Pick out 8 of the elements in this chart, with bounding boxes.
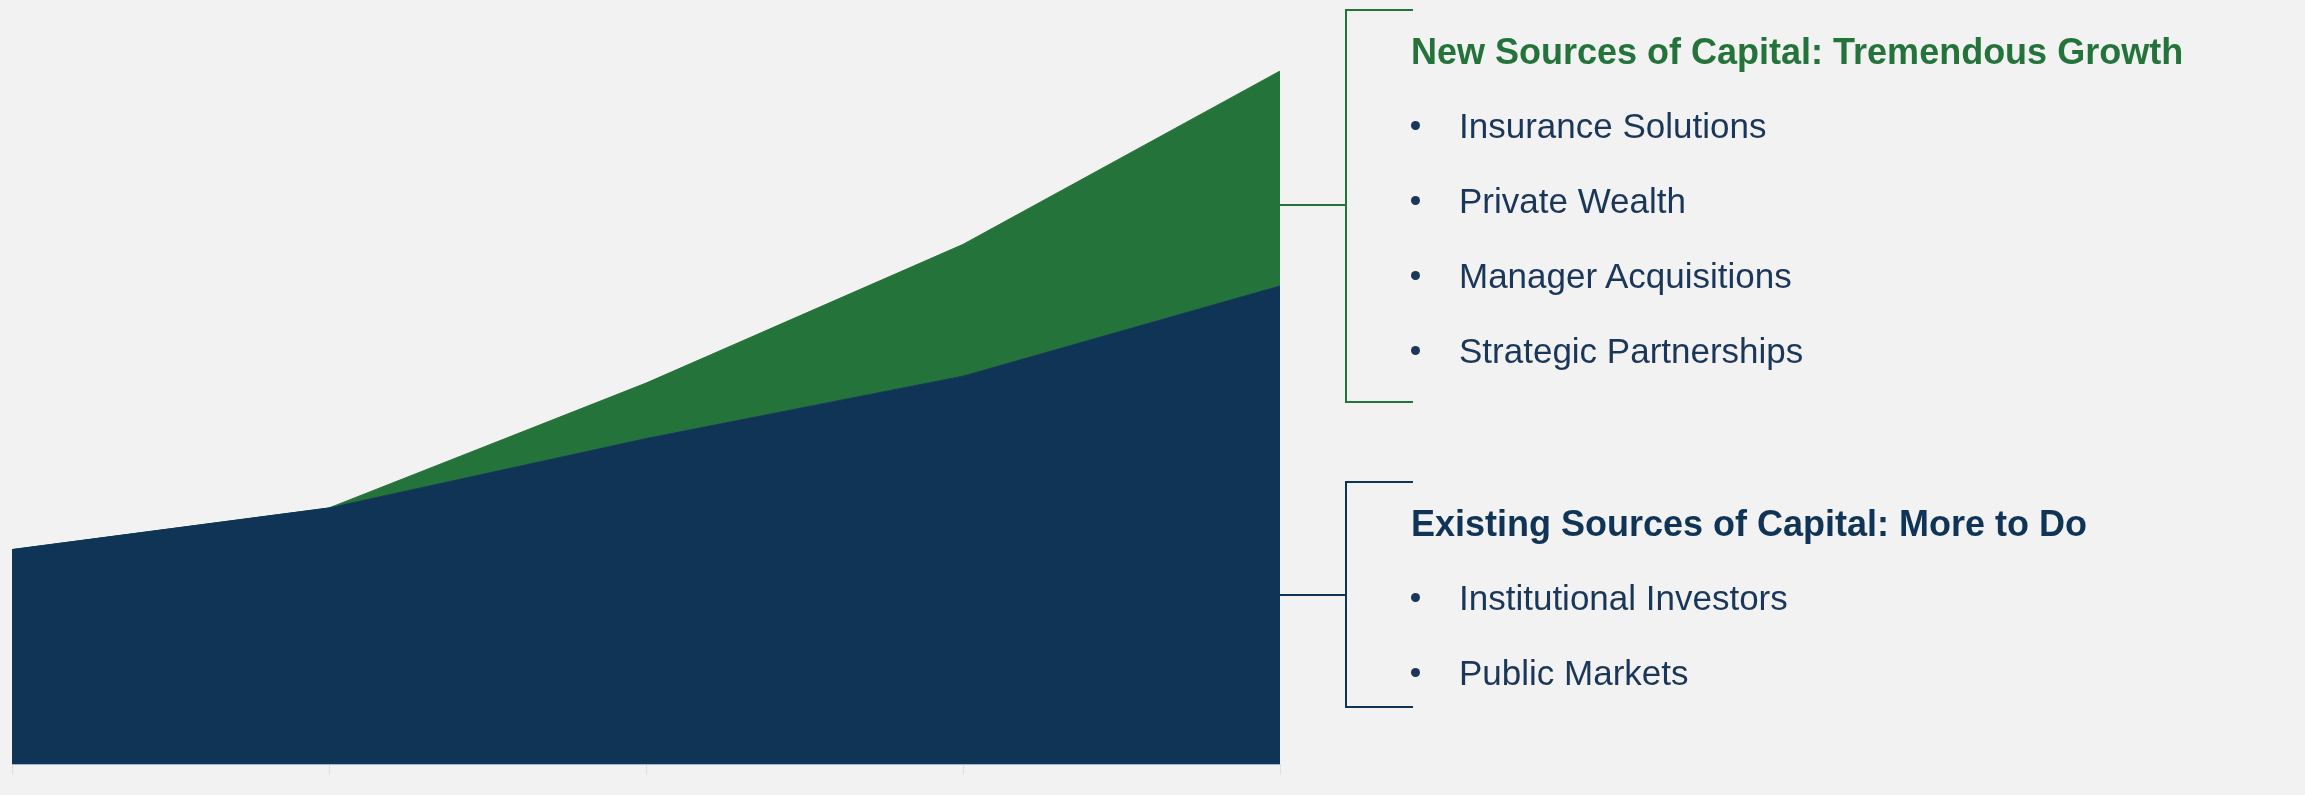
text: Insurance Solutions: [1458, 106, 1767, 146]
text: Public Markets: [1458, 653, 1689, 693]
legend-label: Existing Sources of Capital: More to Do: [1411, 503, 2088, 545]
text: Strategic Partnerships: [1458, 331, 1804, 371]
legend-label: New Sources of Capital: Tremendous Growth: [1411, 31, 2184, 73]
text: Manager Acquisitions: [1458, 256, 1792, 296]
text: Private Wealth: [1458, 181, 1686, 221]
text: Institutional Investors: [1458, 578, 1788, 618]
